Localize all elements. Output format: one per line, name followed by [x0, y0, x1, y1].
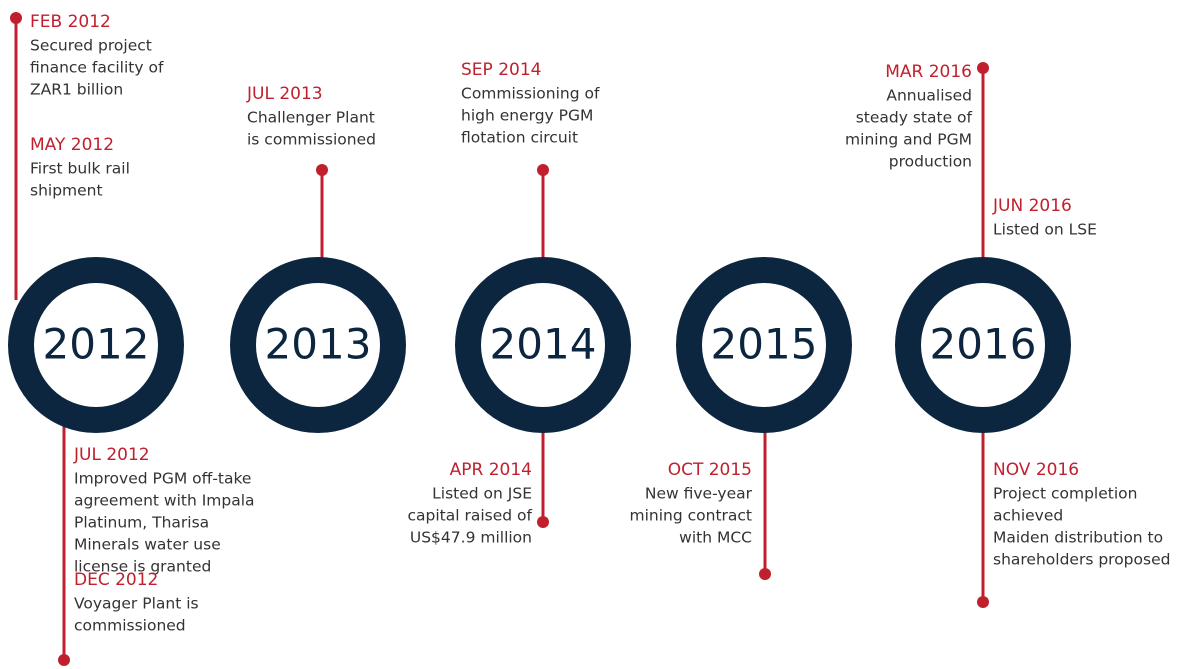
- event-text: Minerals water use: [74, 536, 221, 554]
- dot: [316, 164, 328, 176]
- year-label: 2012: [43, 320, 150, 369]
- event-text: Listed on JSE: [432, 485, 532, 503]
- year-label: 2015: [711, 320, 818, 369]
- event-date: MAR 2016: [885, 62, 972, 82]
- event-text: steady state of: [856, 109, 973, 127]
- event-date: JUN 2016: [992, 196, 1072, 216]
- event-text: commissioned: [74, 617, 186, 635]
- event-text: is commissioned: [247, 131, 376, 149]
- event-date: FEB 2012: [30, 12, 111, 32]
- event-date: MAY 2012: [30, 135, 114, 155]
- year-label: 2016: [930, 320, 1037, 369]
- dot: [759, 568, 771, 580]
- dot: [977, 62, 989, 74]
- event-text: high energy PGM: [461, 107, 593, 125]
- year-label: 2013: [265, 320, 372, 369]
- dot: [537, 516, 549, 528]
- event-text: with MCC: [679, 529, 752, 547]
- event-date: JUL 2012: [73, 445, 150, 465]
- event-text: flotation circuit: [461, 129, 578, 147]
- event-text: Project completion: [993, 485, 1137, 503]
- event-text: New five-year: [645, 485, 753, 503]
- event-text: Maiden distribution to: [993, 529, 1163, 547]
- event-text: ZAR1 billion: [30, 81, 123, 99]
- event-date: DEC 2012: [74, 570, 158, 590]
- event-text: production: [889, 153, 972, 171]
- year-ring: [676, 257, 852, 433]
- event-text: capital raised of: [408, 507, 533, 525]
- event-text: US$47.9 million: [410, 529, 532, 547]
- event-text: mining contract: [629, 507, 752, 525]
- dots: [10, 12, 989, 666]
- year-label: 2014: [490, 320, 597, 369]
- year-ring: [230, 257, 406, 433]
- year-ring: [8, 257, 184, 433]
- event-text: Improved PGM off-take: [74, 470, 251, 488]
- event-text: Listed on LSE: [993, 221, 1097, 239]
- event-text: achieved: [993, 507, 1063, 525]
- event-text: Secured project: [30, 37, 152, 55]
- event-text: Annualised: [886, 87, 972, 105]
- event-text: Commissioning of: [461, 85, 600, 103]
- event-text: shareholders proposed: [993, 551, 1170, 569]
- dot: [977, 596, 989, 608]
- year-ring: [895, 257, 1071, 433]
- event-text: shipment: [30, 182, 103, 200]
- event-date: APR 2014: [450, 460, 532, 480]
- event-date: NOV 2016: [993, 460, 1079, 480]
- event-text: mining and PGM: [845, 131, 972, 149]
- event-text: Voyager Plant is: [74, 595, 199, 613]
- connectors: [14, 18, 985, 660]
- event-date: OCT 2015: [668, 460, 752, 480]
- event-text: agreement with Impala: [74, 492, 255, 510]
- event-date: JUL 2013: [246, 84, 323, 104]
- dot: [58, 654, 70, 666]
- dot: [10, 12, 22, 24]
- event-text: Platinum, Tharisa: [74, 514, 209, 532]
- event-text: Challenger Plant: [247, 109, 375, 127]
- event-text: First bulk rail: [30, 160, 130, 178]
- event-text: license is granted: [74, 558, 211, 576]
- dot: [537, 164, 549, 176]
- year-ring: [455, 257, 631, 433]
- event-text: finance facility of: [30, 59, 164, 77]
- event-date: SEP 2014: [461, 60, 541, 80]
